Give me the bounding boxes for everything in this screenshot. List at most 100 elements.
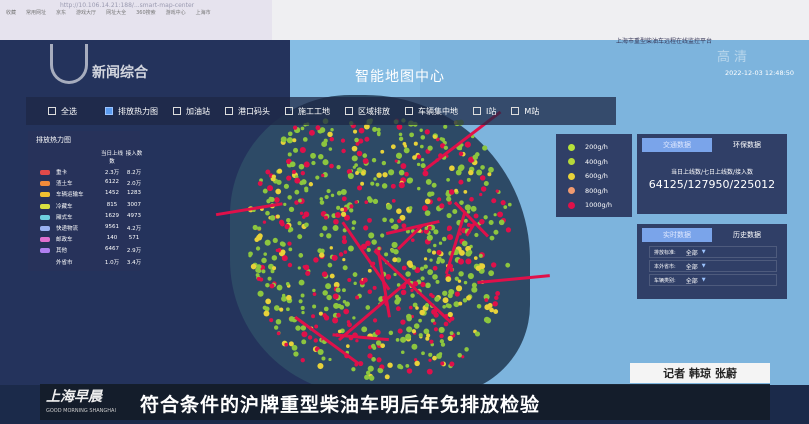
heat-table-row: 冷藏车 815 3007	[28, 202, 141, 212]
legend-dot-icon	[568, 201, 575, 209]
heat-dot	[384, 252, 389, 257]
filter-select[interactable]: 排放标准: 全部 ▼	[649, 246, 777, 258]
heat-dot	[440, 258, 445, 264]
heat-dot	[426, 333, 431, 338]
bookmark[interactable]: 游戏大厅	[76, 10, 97, 16]
caption-bar: 上海早晨 GOOD MORNING SHANGHAI 符合条件的沪牌重型柴油车明…	[40, 384, 770, 420]
heat-table-row: 厢式车 1629 4973	[28, 213, 141, 223]
heat-dot	[312, 292, 317, 296]
heat-dot	[311, 160, 316, 166]
filter-select[interactable]: 车辆类别: 全部 ▼	[649, 274, 777, 286]
bookmark[interactable]: 收藏	[6, 10, 17, 16]
checkbox-icon[interactable]	[48, 107, 56, 115]
heat-dot	[413, 358, 418, 362]
heat-dot	[439, 339, 444, 344]
heat-dot	[397, 328, 403, 334]
heat-dot	[262, 188, 268, 194]
heat-dot	[466, 223, 471, 228]
heat-dot	[479, 192, 483, 197]
heat-dot	[505, 262, 511, 268]
heat-dot	[386, 203, 393, 210]
heat-dot	[332, 224, 339, 231]
heat-dot	[279, 241, 285, 247]
heat-dot	[333, 218, 339, 225]
filter-checkbox[interactable]: 排放热力图	[105, 106, 158, 117]
heat-dot	[326, 188, 331, 194]
select-value[interactable]: 全部	[685, 277, 698, 285]
heat-dot	[328, 357, 332, 362]
checkbox-icon[interactable]	[511, 107, 520, 115]
heat-dot	[310, 152, 316, 159]
checkbox-icon[interactable]	[473, 107, 481, 115]
filter-select[interactable]: 本外省市: 全部 ▼	[649, 260, 777, 272]
filter-checkbox[interactable]: 全选	[48, 106, 77, 117]
bookmark[interactable]: 京东	[56, 10, 67, 16]
heat-dot	[327, 131, 333, 138]
heat-dot	[480, 165, 485, 170]
heat-dot	[392, 223, 399, 230]
heat-dot	[381, 183, 388, 189]
select-value[interactable]: 全部	[685, 249, 698, 257]
chevron-down-icon[interactable]: ▼	[701, 249, 706, 255]
heat-dot	[300, 305, 305, 310]
heat-dot	[314, 324, 319, 329]
checkbox-icon[interactable]	[225, 107, 233, 115]
stat-value: 64125/127950/225012	[648, 178, 776, 191]
filter-checkbox[interactable]: 施工工地	[285, 106, 330, 117]
checkbox-icon[interactable]	[173, 107, 181, 115]
filter-checkbox[interactable]: I站	[473, 106, 496, 117]
checkbox-icon[interactable]	[405, 107, 413, 115]
heat-dot	[284, 223, 290, 230]
tab-history[interactable]: 历史数据	[733, 231, 761, 239]
heat-dot	[400, 336, 407, 343]
bookmark[interactable]: 游戏中心	[165, 10, 186, 16]
heat-dot	[355, 141, 360, 146]
heat-road	[373, 249, 452, 324]
filter-checkbox[interactable]: M站	[511, 106, 539, 117]
tab-traffic-data[interactable]: 交通数据	[642, 138, 712, 152]
vehicle-icon	[40, 170, 50, 175]
heat-dot	[300, 325, 307, 331]
select-label: 车辆类别:	[654, 277, 676, 284]
heat-dot	[351, 145, 358, 152]
heat-dot	[281, 255, 288, 262]
tab-env-data[interactable]: 环保数据	[733, 141, 761, 149]
chevron-down-icon[interactable]: ▼	[701, 263, 706, 269]
heat-road	[385, 219, 440, 236]
filter-checkbox[interactable]: 港口码头	[225, 106, 270, 117]
heat-dot	[391, 198, 396, 203]
heat-dot	[420, 281, 426, 288]
heat-dot	[352, 316, 356, 320]
bookmark[interactable]: 常用网址	[26, 10, 47, 16]
legend-label: 1000g/h	[585, 201, 612, 210]
select-value[interactable]: 全部	[685, 263, 698, 271]
heat-dot	[266, 199, 271, 204]
heat-dot	[272, 237, 278, 244]
heat-dot	[264, 239, 271, 246]
bookmark[interactable]: 上海市	[195, 10, 211, 16]
heat-dot	[303, 211, 310, 218]
heat-dot	[400, 289, 407, 296]
bookmark[interactable]: 360搜索	[136, 10, 156, 16]
heat-dot	[372, 126, 378, 132]
heat-dot	[485, 317, 492, 324]
heat-dot	[363, 225, 369, 231]
heat-dot	[346, 168, 353, 175]
heat-dot	[419, 128, 423, 132]
tab-realtime[interactable]: 实时数据	[642, 228, 712, 242]
filter-checkbox[interactable]: 车辆集中地	[405, 106, 458, 117]
bookmark[interactable]: 网址大全	[106, 10, 127, 16]
heat-dot	[390, 144, 396, 150]
heat-dot	[329, 163, 334, 169]
url-bar[interactable]: http://10.106.14.21:188/...smart-map-cen…	[60, 2, 195, 9]
heat-dot	[398, 182, 405, 189]
filter-checkbox[interactable]: 加油站	[173, 106, 210, 117]
checkbox-icon[interactable]	[105, 107, 113, 115]
vehicle-type: 快递物流	[56, 226, 79, 232]
heat-dot	[305, 270, 311, 276]
filter-checkbox[interactable]: 区域排放	[345, 106, 390, 117]
checkbox-icon[interactable]	[285, 107, 293, 115]
checkbox-icon[interactable]	[345, 107, 353, 115]
chevron-down-icon[interactable]: ▼	[701, 277, 706, 283]
access-count: 2.9万	[126, 248, 142, 255]
